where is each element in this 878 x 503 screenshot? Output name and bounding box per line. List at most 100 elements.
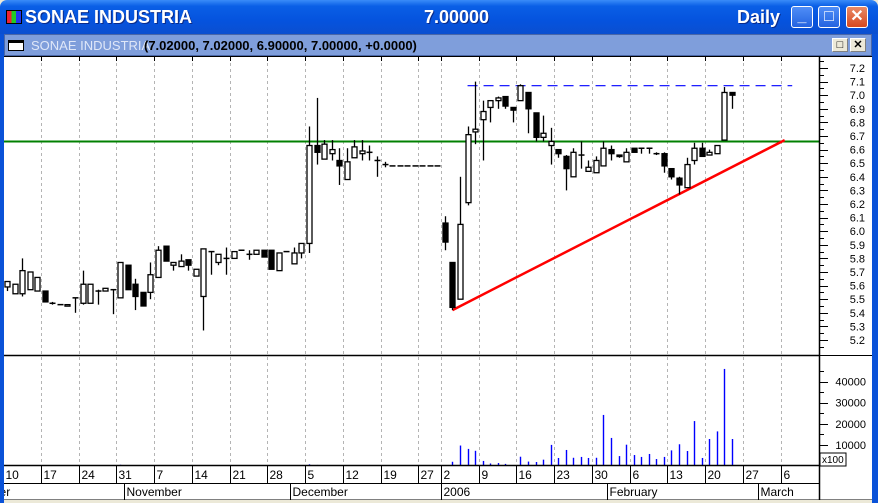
candle xyxy=(480,100,487,161)
candle xyxy=(382,161,389,168)
candle xyxy=(465,126,472,206)
date-tick-label: 12 xyxy=(346,468,360,482)
candle-body-up xyxy=(691,147,698,162)
candle xyxy=(261,249,268,258)
candle-body-down xyxy=(525,91,532,110)
price-tick-label: 6.9 xyxy=(850,104,865,116)
candle xyxy=(631,147,638,153)
candle xyxy=(298,242,305,259)
candle-body-down xyxy=(132,283,139,298)
candle-body-up xyxy=(487,99,494,109)
date-tick-label: 13 xyxy=(670,468,684,482)
price-tick-label: 6.0 xyxy=(850,226,865,238)
candle xyxy=(19,258,26,297)
date-tick-label: 21 xyxy=(233,468,247,482)
candle-body-up xyxy=(495,97,502,102)
date-tick-label: 10 xyxy=(6,468,20,482)
volume-multiplier-label: x100 xyxy=(822,455,844,466)
chart-frame xyxy=(4,56,872,501)
month-label: November xyxy=(127,485,182,499)
candle-body-up xyxy=(329,148,336,155)
candle xyxy=(442,216,449,251)
candle-body-up xyxy=(359,150,366,155)
maximize-button[interactable]: □ xyxy=(818,6,840,28)
candle xyxy=(291,247,298,265)
candle xyxy=(34,276,41,292)
candle-body-up xyxy=(64,303,71,307)
candle-body-up xyxy=(4,280,11,288)
last-price: 7.00000 xyxy=(424,7,490,27)
price-tick-label: 5.2 xyxy=(850,335,865,347)
candle-body-up xyxy=(457,223,464,300)
candle-body-down xyxy=(555,148,562,155)
candle xyxy=(653,152,660,156)
trendline[interactable] xyxy=(451,138,786,312)
price-tick-label: 6.7 xyxy=(850,131,865,143)
candle-body-up xyxy=(480,110,487,121)
candle xyxy=(200,248,207,331)
app-icon xyxy=(6,10,22,24)
candle-body-up xyxy=(170,261,177,266)
date-tick-label: 14 xyxy=(195,468,209,482)
candle xyxy=(306,126,313,253)
candle-body-down xyxy=(336,159,343,167)
candle-body-down xyxy=(42,290,49,303)
window-title: SONAE INDUSTRIA xyxy=(25,7,193,27)
candle-body-up xyxy=(517,85,524,102)
candle-body-down xyxy=(668,167,675,178)
close-icon: ✕ xyxy=(850,8,864,25)
candle xyxy=(80,270,87,305)
price-tick-label: 7.1 xyxy=(850,77,865,89)
candle xyxy=(329,140,336,161)
candle-body-up xyxy=(714,144,721,155)
candle xyxy=(231,250,238,260)
candle xyxy=(684,157,691,189)
date-tick-label: 6 xyxy=(784,468,791,482)
date-tick-label: 24 xyxy=(82,468,96,482)
chart-window-icon xyxy=(8,40,24,51)
chart-window-title-bar[interactable]: SONAE INDUSTRIA (7.02000, 7.02000, 6.900… xyxy=(4,34,872,56)
candle xyxy=(517,84,524,102)
candle-body-up xyxy=(351,146,358,159)
date-tick-label: 20 xyxy=(708,468,722,482)
candle-body-down xyxy=(442,222,449,243)
window-title-bar[interactable]: SONAE INDUSTRIA 7.00000 Daily _ □ ✕ xyxy=(0,0,878,34)
candle-body-up xyxy=(600,147,607,167)
candle-body-up xyxy=(80,283,87,304)
price-tick-label: 5.4 xyxy=(850,308,865,320)
candle-body-up xyxy=(27,271,34,291)
candle-body-up xyxy=(147,274,154,294)
candle-body-down xyxy=(314,144,321,153)
volume-tick-label: 20000 xyxy=(835,419,866,431)
candle xyxy=(487,99,494,123)
restore-chart-button[interactable]: □ xyxy=(832,38,848,52)
minimize-icon: _ xyxy=(797,8,807,25)
candle-body-down xyxy=(699,147,706,158)
candle xyxy=(4,280,11,292)
candle xyxy=(178,254,185,268)
candle xyxy=(457,176,464,300)
candle xyxy=(102,287,109,292)
date-tick-label: 19 xyxy=(384,468,398,482)
minimize-button[interactable]: _ xyxy=(791,6,813,28)
candle-body-down xyxy=(261,249,268,258)
candle xyxy=(578,141,585,169)
candle xyxy=(72,297,79,313)
close-button[interactable]: ✕ xyxy=(846,6,868,28)
candle-body-down xyxy=(268,249,275,270)
close-chart-button[interactable]: ✕ xyxy=(850,38,866,52)
candle-body-down xyxy=(163,245,170,262)
candle xyxy=(668,167,675,180)
candle xyxy=(314,97,321,165)
candle-body-up xyxy=(276,252,283,272)
candle-body-down xyxy=(563,155,570,170)
candle xyxy=(132,278,139,311)
date-tick-label: 9 xyxy=(482,468,489,482)
candle xyxy=(638,147,645,154)
price-tick-label: 5.7 xyxy=(850,267,865,279)
candle xyxy=(616,154,623,158)
candle-body-up xyxy=(102,287,109,292)
date-tick-label: 7 xyxy=(157,468,164,482)
date-tick-label: 23 xyxy=(557,468,571,482)
